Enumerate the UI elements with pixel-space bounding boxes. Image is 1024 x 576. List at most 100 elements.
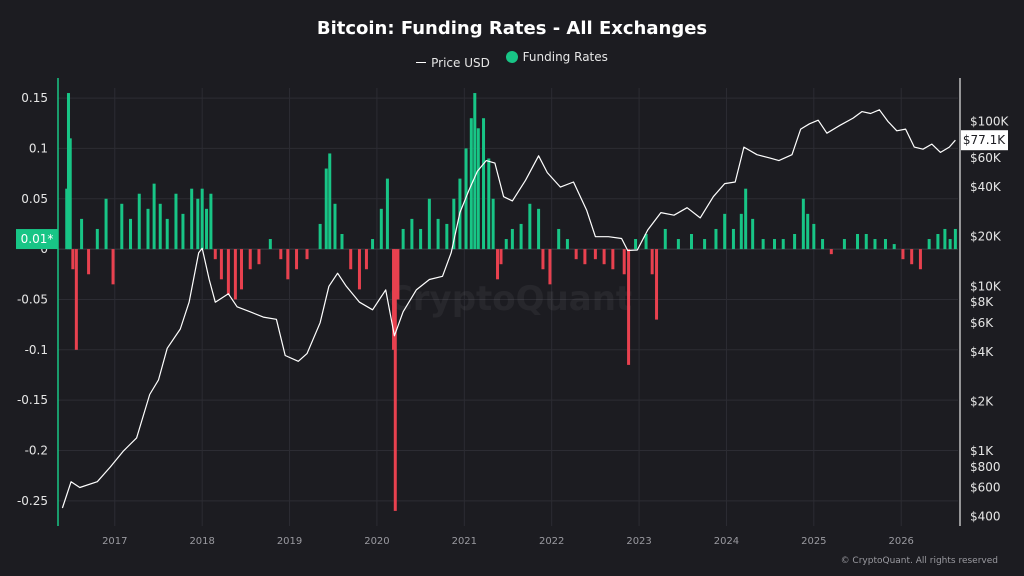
x-tick-label: 2026 bbox=[888, 536, 913, 547]
funding-bar bbox=[80, 218, 84, 250]
funding-bar bbox=[918, 249, 922, 270]
funding-bar bbox=[487, 158, 491, 250]
funding-bar bbox=[396, 249, 400, 300]
funding-bar bbox=[328, 153, 332, 250]
funding-bar bbox=[476, 128, 480, 250]
funding-bar bbox=[739, 213, 743, 250]
y-right-tick-label: $10K bbox=[970, 279, 1002, 293]
y-left-tick-label: 0.1 bbox=[29, 141, 48, 155]
y-right-tick-label: $6K bbox=[970, 316, 994, 330]
funding-bar bbox=[318, 223, 322, 250]
funding-bar bbox=[714, 228, 718, 250]
funding-bar bbox=[611, 249, 615, 270]
funding-bar bbox=[676, 239, 680, 250]
funding-bar bbox=[482, 118, 486, 250]
price-line-layer bbox=[61, 109, 956, 509]
funding-bar bbox=[528, 203, 532, 250]
funding-bar bbox=[751, 218, 755, 250]
y-left-tick-label: -0.25 bbox=[17, 494, 48, 508]
funding-bar bbox=[445, 223, 449, 250]
funding-bar bbox=[305, 249, 309, 260]
watermark: CryptoQuant bbox=[388, 279, 632, 319]
funding-bar bbox=[689, 234, 693, 250]
current-price-badge bbox=[961, 130, 1008, 151]
funding-bar bbox=[821, 239, 825, 250]
funding-bar bbox=[948, 239, 952, 250]
funding-bar bbox=[910, 249, 914, 265]
funding-bar bbox=[257, 249, 261, 265]
funding-bar bbox=[174, 193, 178, 250]
y-right-tick-label: $400 bbox=[970, 509, 1001, 523]
funding-bar bbox=[286, 249, 290, 280]
funding-bar bbox=[731, 228, 735, 250]
funding-bar bbox=[622, 249, 626, 275]
funding-bar bbox=[565, 239, 569, 250]
funding-bar bbox=[943, 228, 947, 250]
funding-bar bbox=[723, 213, 727, 250]
x-tick-label: 2022 bbox=[539, 536, 564, 547]
funding-dot-swatch-icon bbox=[505, 51, 518, 63]
funding-bar bbox=[233, 249, 237, 300]
funding-bar bbox=[901, 249, 905, 260]
funding-bar bbox=[239, 249, 243, 290]
y-right-tick-label: $4K bbox=[970, 345, 994, 359]
x-tick-label: 2023 bbox=[626, 536, 651, 547]
funding-bar bbox=[627, 249, 631, 365]
funding-bar bbox=[104, 198, 108, 250]
y-right-tick-label: $600 bbox=[970, 480, 1001, 494]
y-left-tick-label: -0.15 bbox=[17, 393, 48, 407]
funding-bar bbox=[200, 188, 204, 250]
x-tick-label: 2025 bbox=[801, 536, 826, 547]
funding-bar bbox=[773, 239, 777, 250]
funding-bar bbox=[504, 239, 508, 250]
funding-bar bbox=[936, 234, 940, 250]
funding-bar bbox=[593, 249, 597, 260]
funding-bar bbox=[213, 249, 217, 260]
funding-bar bbox=[419, 228, 423, 250]
x-tick-label: 2018 bbox=[189, 536, 214, 547]
funding-bar bbox=[650, 249, 654, 275]
price-line-swatch-icon bbox=[416, 62, 427, 63]
y-right-tick-label: $800 bbox=[970, 460, 1001, 474]
funding-bar bbox=[829, 249, 833, 255]
funding-bar bbox=[209, 193, 213, 250]
price-line bbox=[61, 109, 956, 509]
chart-title: Bitcoin: Funding Rates - All Exchanges bbox=[316, 18, 708, 39]
legend-item-price[interactable]: Price USD bbox=[416, 56, 490, 70]
funding-bar bbox=[602, 249, 606, 265]
funding-bar bbox=[268, 239, 272, 250]
funding-bar bbox=[793, 234, 797, 250]
copyright-text: © CryptoQuant. All rights reserved bbox=[840, 556, 998, 566]
funding-bar bbox=[248, 249, 252, 270]
funding-bar bbox=[583, 249, 587, 265]
funding-bar bbox=[357, 249, 361, 290]
funding-bar bbox=[812, 223, 816, 250]
legend-label-price: Price USD bbox=[431, 55, 490, 70]
funding-bar bbox=[71, 249, 75, 270]
funding-bar bbox=[196, 198, 200, 250]
funding-bar bbox=[491, 198, 495, 250]
funding-bar bbox=[120, 203, 124, 250]
funding-bar bbox=[655, 249, 659, 320]
funding-bar bbox=[181, 213, 185, 250]
funding-bar bbox=[864, 234, 868, 250]
x-tick-label: 2024 bbox=[714, 536, 739, 547]
funding-bar bbox=[761, 239, 765, 250]
funding-bar bbox=[634, 239, 638, 250]
y-left-tick-label: 0.15 bbox=[21, 91, 48, 105]
funding-bar bbox=[295, 249, 299, 270]
funding-bar bbox=[205, 208, 209, 250]
y-left-tick-label: -0.05 bbox=[17, 292, 48, 306]
funding-bar bbox=[541, 249, 545, 270]
funding-bar bbox=[392, 249, 396, 350]
y-left-tick-label: 0.05 bbox=[21, 192, 48, 206]
funding-bar bbox=[744, 188, 748, 250]
funding-bar bbox=[892, 244, 896, 250]
legend-item-funding[interactable]: Funding Rates bbox=[505, 50, 608, 64]
funding-bar bbox=[781, 239, 785, 250]
funding-bar bbox=[152, 183, 156, 250]
funding-bar bbox=[340, 234, 344, 250]
funding-bar bbox=[66, 93, 70, 250]
current-funding-badge bbox=[16, 229, 58, 250]
